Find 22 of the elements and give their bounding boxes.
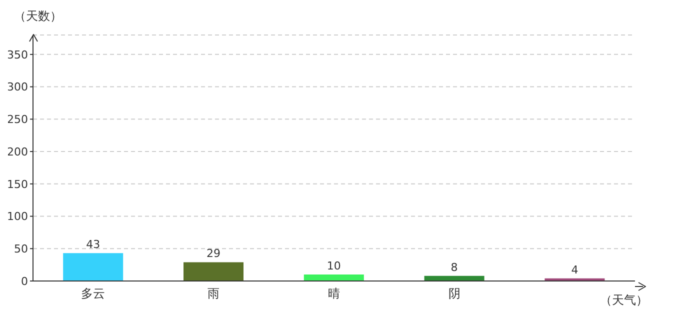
y-tick-label: 150 <box>7 178 28 191</box>
y-tick-label: 200 <box>7 145 28 158</box>
y-tick-label: 250 <box>7 113 28 126</box>
bar <box>63 253 124 281</box>
data-label: 8 <box>450 260 458 274</box>
x-tick-label: 雨 <box>208 286 220 301</box>
x-tick-label: 多云 <box>81 286 106 301</box>
data-label: 43 <box>86 238 100 252</box>
x-tick-label: 阴 <box>448 286 460 301</box>
bar <box>304 274 364 281</box>
y-tick-label: 50 <box>14 242 28 256</box>
data-label: 29 <box>206 247 220 260</box>
bar <box>184 262 244 281</box>
x-axis-title: （天气） <box>600 292 648 309</box>
y-tick-label: 350 <box>7 48 28 62</box>
y-tick-label: 0 <box>21 274 28 288</box>
x-tick-label: 晴 <box>328 286 340 301</box>
data-label: 4 <box>571 263 578 276</box>
data-label: 10 <box>326 260 341 273</box>
y-tick-label: 300 <box>7 80 28 94</box>
y-tick-label: 100 <box>7 210 28 224</box>
y-axis-title: （天数） <box>14 8 62 25</box>
